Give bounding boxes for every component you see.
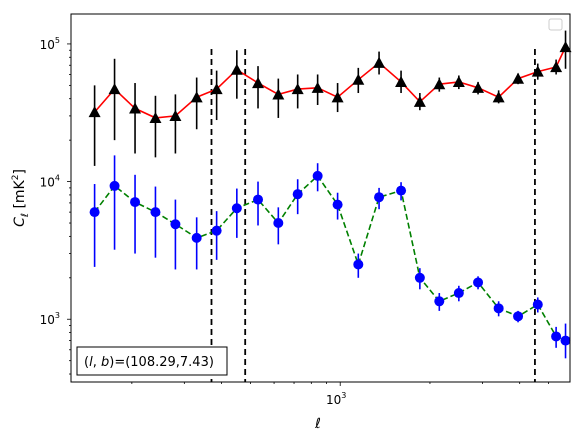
series-1-point: [311, 81, 324, 93]
annotation-box: [76, 346, 228, 376]
series-2-point: [493, 303, 504, 314]
series-2-point: [551, 331, 562, 342]
x-tick-label: 103: [326, 391, 346, 407]
series-2-point: [434, 296, 445, 307]
x-axis-label: ℓ: [314, 416, 321, 432]
annotation-text: (l, b)=(108.29,7.43): [84, 355, 214, 370]
axis-ticks: 103 104 105 103: [40, 36, 549, 407]
series-1-point: [433, 78, 446, 90]
series-1-point: [492, 91, 505, 103]
axes-frame: [70, 13, 571, 383]
plot-area: [88, 30, 572, 382]
series-1-point: [452, 75, 465, 87]
series-2-point: [532, 299, 543, 310]
series-1-point: [550, 60, 563, 73]
series-2-point: [89, 207, 100, 218]
series-2-point: [273, 218, 284, 229]
series-1-point: [331, 91, 344, 103]
series-2-point: [312, 170, 323, 181]
series-2-point: [396, 185, 407, 196]
series-1-point: [210, 83, 223, 95]
series-2-point: [332, 199, 343, 210]
series-2-point: [473, 277, 484, 288]
series-1-point: [252, 77, 265, 89]
series-1-point: [352, 73, 365, 85]
series-2-point: [414, 272, 425, 283]
series-1-point: [169, 109, 182, 122]
series-1-point: [291, 83, 304, 95]
series-2-point: [150, 207, 161, 218]
series-1-point: [413, 95, 426, 107]
series-1-point: [531, 65, 544, 77]
series-2-point: [191, 232, 202, 243]
series-2-point: [453, 288, 464, 299]
series-2-point: [353, 259, 364, 270]
series-1-point: [230, 63, 243, 75]
series-2-point: [513, 311, 524, 322]
series-1-point: [512, 72, 525, 84]
series-2-point: [253, 194, 264, 205]
series-1-point: [559, 41, 572, 53]
series-2-point: [292, 189, 303, 200]
series-1-point: [108, 83, 121, 95]
y-axis-label: Cℓ [mK2]: [11, 169, 31, 227]
series-2-point: [130, 197, 141, 208]
y-tick-label: 105: [40, 36, 60, 52]
series-2-point: [211, 225, 222, 236]
series-2-point: [109, 180, 120, 191]
series-2-point: [231, 203, 242, 214]
series-1-point: [373, 56, 386, 68]
series-1-point: [272, 88, 285, 100]
series-2-point: [374, 192, 385, 203]
legend-box: [548, 18, 563, 31]
series-1-point: [190, 91, 203, 103]
y-tick-label: 103: [40, 311, 60, 327]
series-2-point: [170, 219, 181, 230]
series-2-point: [560, 335, 571, 346]
series-1-point: [129, 102, 142, 114]
y-tick-label: 104: [40, 174, 60, 190]
series-1-point: [395, 75, 408, 87]
series-1-point: [88, 106, 101, 118]
series-1-point: [472, 81, 485, 93]
series-1-point: [149, 111, 162, 124]
